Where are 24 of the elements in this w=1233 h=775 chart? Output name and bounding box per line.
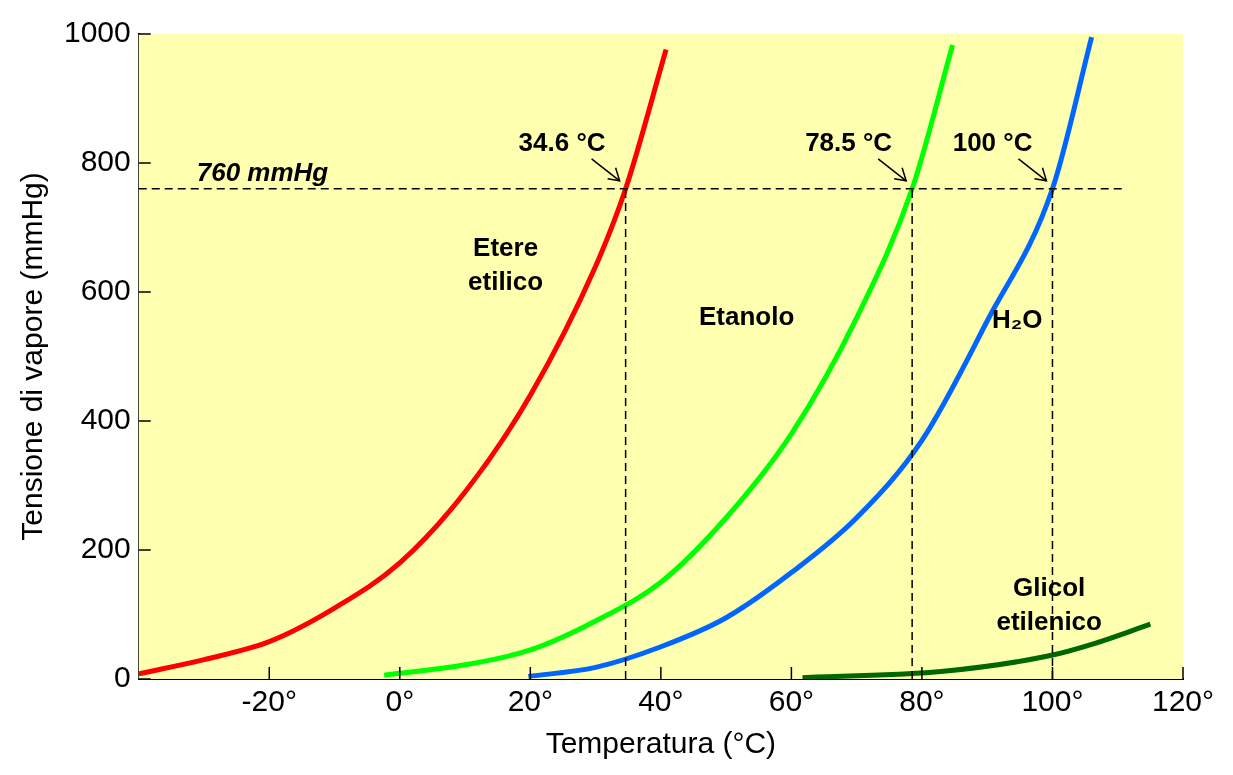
ref-line-label: 34.6 °C: [518, 126, 606, 157]
x-tick-label: 120°: [1151, 684, 1215, 718]
ref-line-label: 78.5 °C: [805, 126, 893, 157]
series-label: Etere etilico: [468, 232, 544, 297]
series-label: H₂O: [991, 304, 1043, 335]
series-label: Etanolo: [699, 300, 795, 331]
ref-line-label: 100 °C: [952, 126, 1033, 157]
y-tick-label: 200: [80, 531, 131, 565]
y-tick-label: 800: [80, 144, 131, 178]
x-axis-title: Temperatura (°C): [545, 726, 777, 760]
x-tick-label: 80°: [899, 684, 945, 718]
y-tick-label: 0: [114, 660, 131, 694]
y-axis-title: Tensione di vapore (mmHg): [15, 172, 49, 541]
x-tick-label: 40°: [638, 684, 684, 718]
x-tick-label: 100°: [1021, 684, 1084, 718]
y-tick-label: 600: [80, 273, 131, 307]
y-tick-label: 1000: [63, 15, 131, 49]
x-tick-label: 60°: [768, 684, 815, 718]
y-tick-label: 400: [80, 402, 131, 436]
ref-line-label: 760 mmHg: [196, 156, 329, 187]
series-label: Glicol etilenico: [996, 571, 1102, 636]
x-tick-label: -20°: [241, 684, 297, 718]
x-tick-label: 0°: [385, 684, 415, 718]
x-tick-label: 20°: [507, 684, 554, 718]
